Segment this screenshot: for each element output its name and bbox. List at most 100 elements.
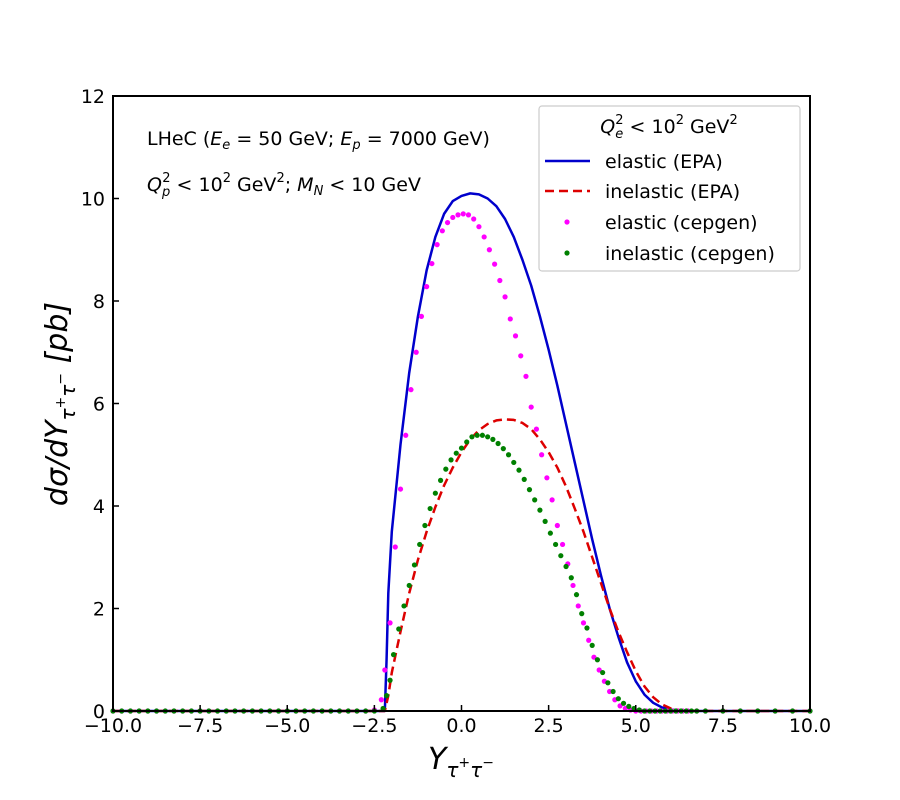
series-elastic-cepgen-point [418,313,425,319]
series-elastic-cepgen-point [512,333,519,339]
series-elastic-cepgen-point [460,211,466,217]
series-elastic-cepgen-point [507,316,513,322]
annotation-line-2: Qp2 < 102 GeV2; MN < 10 GeV [147,171,421,200]
annotation-line-1: LHeC (Ee = 50 GeV; Ep = 7000 GeV) [147,128,490,153]
series-elastic-cepgen-point [518,353,524,359]
series-inelastic-cepgen-point [594,657,601,663]
series-inelastic-cepgen-point [458,445,465,451]
series-inelastic-cepgen-point [411,562,418,568]
y-tick-label: 10 [81,189,105,211]
series-inelastic-cepgen-point [464,439,470,445]
series-inelastic-cepgen-point [427,505,433,512]
series-elastic-cepgen-point [528,404,534,410]
series-inelastic-cepgen-point [453,450,459,456]
plot-area: −10.0 −7.5 −5.0 −2.5 0.0 2.5 5.0 7.5 10.0 0 2 4 6 8 1… [81,86,831,737]
series-elastic-cepgen-point [481,234,487,240]
series-inelastic-cepgen-point [511,459,517,466]
y-tick-label: 0 [93,701,105,723]
series-elastic-cepgen-point [570,582,576,589]
series-elastic-cepgen-point [392,544,398,550]
series-inelastic-cepgen-point [610,688,616,695]
series-elastic-cepgen-point [434,242,440,248]
series-inelastic-cepgen-point [380,705,386,712]
series-elastic-cepgen-point [554,522,560,529]
x-ticks: −10.0 −7.5 −5.0 −2.5 0.0 2.5 5.0 7.5 10.0 [84,705,831,737]
series-elastic-cepgen-point [575,603,581,609]
series-elastic-cepgen-point [471,216,477,222]
series-elastic-cepgen-point [549,497,555,503]
series-elastic-cepgen-point [586,637,592,643]
series-elastic-cepgen-point [544,475,550,481]
series-elastic-cepgen-point [539,452,545,458]
series-elastic-cepgen-point [580,620,587,626]
series-inelastic-cepgen-point [490,436,496,442]
series-inelastic-cepgen-point [516,467,522,473]
x-tick-label: −7.5 [177,715,223,737]
series-inelastic-cepgen-point [505,452,512,458]
series-inelastic-cepgen-point [526,487,533,493]
x-tick-label: −2.5 [351,715,397,737]
series-elastic-cepgen-point [523,373,529,379]
series-inelastic-cepgen-point [495,440,501,447]
series-elastic-cepgen-point [408,387,414,393]
series-elastic-cepgen-point [387,620,393,626]
series-elastic-cepgen-point [403,432,409,438]
legend-label-inelastic-epa: inelastic (EPA) [605,181,740,203]
y-ticks: 0 2 4 6 8 10 12 [81,86,119,723]
legend-marker-inelastic-cepgen [564,250,570,256]
series-inelastic-cepgen-point [563,563,569,570]
series-inelastic-cepgen-point [537,507,543,513]
series-elastic-cepgen-point [465,212,472,218]
y-tick-label: 8 [93,291,105,313]
y-tick-label: 2 [93,599,105,621]
series-inelastic-cepgen-point [469,434,475,440]
series-inelastic-cepgen-point [387,677,393,683]
series-inelastic-cepgen-point [479,432,486,438]
x-tick-label: 5.0 [621,715,651,737]
series-inelastic-cepgen-point [626,703,632,709]
series-elastic-cepgen-point [382,667,388,673]
series-inelastic-cepgen-point [547,530,553,536]
series-inelastic-epa-line [113,418,810,713]
series-inelastic-cepgen-point [553,541,559,548]
series-inelastic-cepgen-point [390,652,397,658]
series-inelastic-cepgen-point [558,553,564,559]
series-inelastic-cepgen-point [417,541,423,548]
series-inelastic-cepgen-point [579,611,585,617]
series-inelastic-cepgen-point [383,693,390,699]
series-elastic-epa-line [113,192,810,713]
series-inelastic-cepgen-point [573,592,580,598]
series-elastic-cepgen-point [413,349,419,355]
legend: Qe2 < 102 GeV2 elastic (EPA) inelastic (… [538,105,801,272]
series-inelastic-cepgen-point [422,522,428,529]
x-axis-title: Yτ+τ− [428,742,494,782]
series-inelastic-cepgen-point [584,625,590,631]
series-inelastic-cepgen-point [448,457,454,463]
y-axis-title: dσ/dYτ+τ− [pb] [40,302,80,506]
series-inelastic-cepgen-point [615,696,621,702]
x-tick-label: 0.0 [446,715,476,737]
series-inelastic-cepgen-point [406,582,412,589]
series-inelastic-cepgen-point [437,477,444,483]
series-inelastic-cepgen-point [600,669,606,676]
series-inelastic-cepgen-point [485,434,491,440]
series-elastic-cepgen-point [397,486,404,492]
series-inelastic-cepgen-point [500,446,506,452]
series-inelastic-cepgen-point [568,575,574,581]
x-tick-label: 2.5 [534,715,564,737]
legend-marker-elastic-cepgen [564,219,570,225]
x-tick-label: −5.0 [264,715,310,737]
series-elastic-cepgen-point [429,260,435,267]
series-elastic-cepgen-point [450,214,456,221]
series-elastic-cepgen-point [486,247,492,253]
series-elastic-cepgen-point [455,212,461,218]
series-elastic-cepgen-point [533,426,540,432]
series-inelastic-cepgen-point [542,518,548,524]
series-elastic-cepgen-point [476,224,482,230]
y-tick-label: 12 [81,86,105,108]
legend-box [538,105,801,272]
series-inelastic-cepgen-point [443,466,449,472]
series-inelastic-cepgen-point [605,680,611,686]
series-inelastic-cepgen-point [521,476,527,482]
